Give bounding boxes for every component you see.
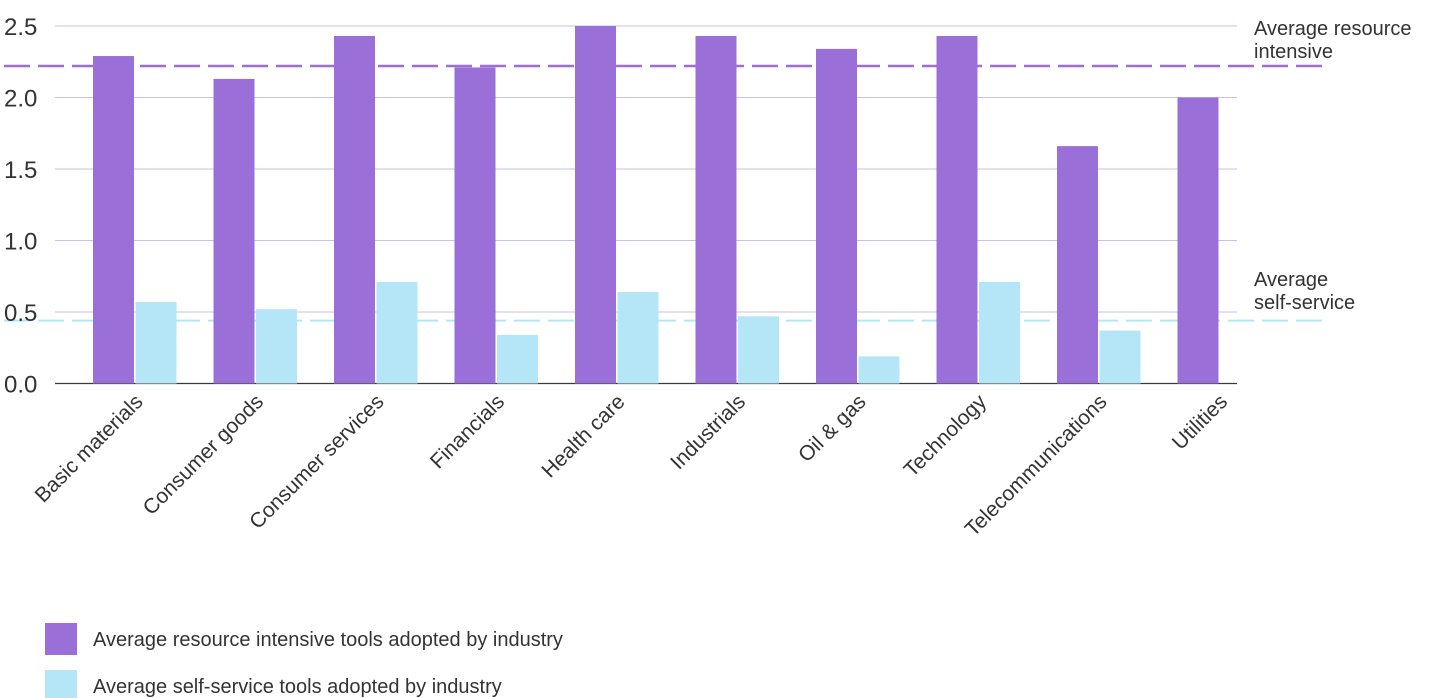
- category-label: Basic materials: [31, 390, 148, 507]
- bar-self-service: [135, 301, 177, 384]
- bar-resource-intensive: [695, 36, 737, 384]
- y-tick-label: 2.5: [4, 14, 37, 41]
- bars: [93, 26, 1219, 384]
- bar-self-service: [497, 334, 538, 384]
- bar-resource-intensive: [1177, 97, 1219, 384]
- legend-label: Average self-service tools adopted by in…: [93, 676, 502, 698]
- category-label: Oil & gas: [794, 390, 871, 467]
- bar-resource-intensive: [93, 56, 134, 384]
- reference-label: intensive: [1254, 41, 1333, 63]
- reference-label: Average resource: [1254, 18, 1412, 40]
- category-label: Utilities: [1168, 390, 1232, 454]
- bar-self-service: [1099, 330, 1141, 384]
- bar-resource-intensive: [575, 26, 616, 384]
- category-label: Consumer services: [245, 390, 388, 533]
- reference-label: Average: [1254, 269, 1328, 291]
- bar-resource-intensive: [936, 36, 978, 384]
- legend-swatch-resource-intensive: [45, 623, 77, 655]
- bar-resource-intensive: [816, 48, 857, 384]
- category-label: Technology: [900, 390, 992, 482]
- reference-label: self-service: [1254, 292, 1355, 314]
- y-tick-label: 1.5: [4, 157, 37, 184]
- reference-lines: [4, 64, 1330, 322]
- bar-self-service: [738, 316, 779, 384]
- category-label: Consumer goods: [139, 390, 268, 519]
- y-tick-label: 2.0: [4, 86, 37, 113]
- bar-resource-intensive: [454, 67, 496, 384]
- legend-label: Average resource intensive tools adopted…: [93, 629, 563, 651]
- bar-self-service: [376, 281, 418, 384]
- y-tick-label: 0.5: [4, 300, 37, 327]
- category-label: Health care: [537, 390, 629, 482]
- bar-self-service: [858, 356, 900, 384]
- legend-swatch-self-service: [45, 670, 77, 698]
- bar-resource-intensive: [213, 78, 255, 384]
- bar-self-service: [979, 281, 1020, 384]
- bar-resource-intensive: [1057, 146, 1098, 384]
- bar-self-service: [617, 291, 659, 384]
- category-label: Industrials: [666, 390, 750, 474]
- category-label: Financials: [426, 390, 509, 473]
- y-axis-ticks: 0.0 0.5 1.0 1.5 2.0 2.5: [4, 14, 37, 399]
- y-tick-label: 0.0: [4, 372, 37, 399]
- y-tick-label: 1.0: [4, 229, 37, 256]
- legend: Average resource intensive tools adopted…: [45, 623, 563, 698]
- bar-resource-intensive: [334, 36, 375, 384]
- bar-self-service: [256, 309, 297, 384]
